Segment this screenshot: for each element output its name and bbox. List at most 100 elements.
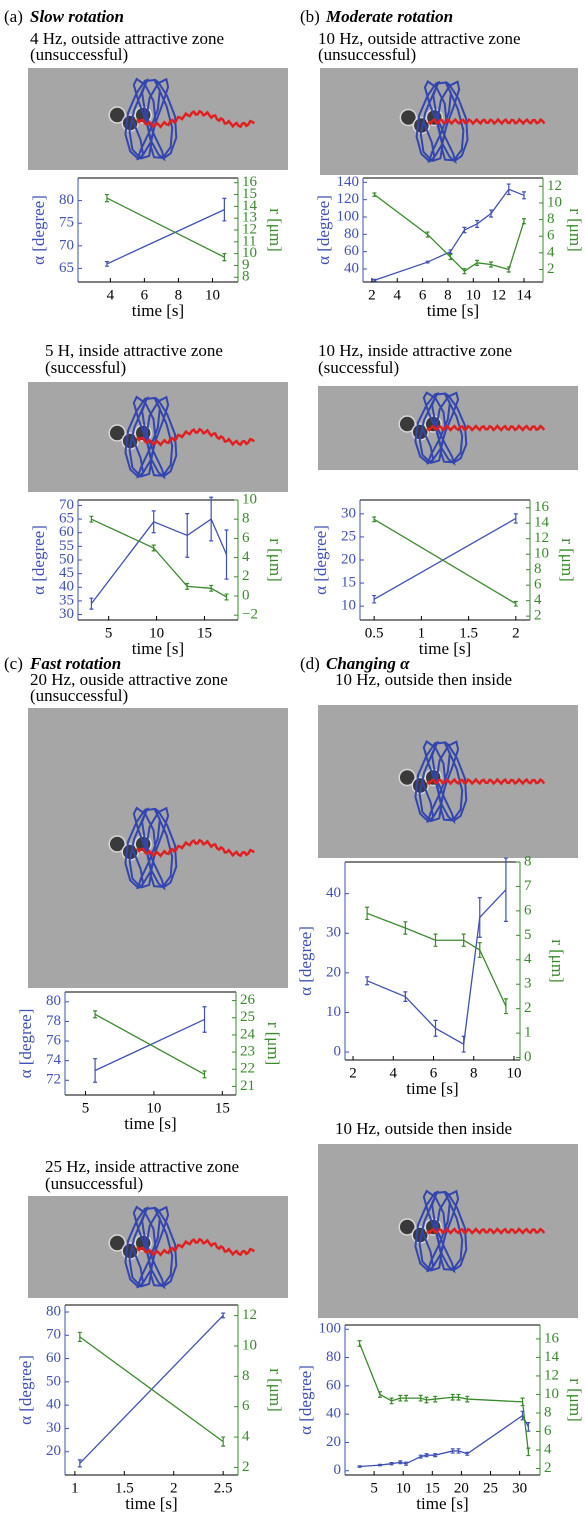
y-axis-label: α [degree] [29,195,48,265]
y2-tick-label: 14 [534,515,550,531]
y2-tick-label: 8 [524,853,532,869]
y2-tick-label: 13 [242,210,257,226]
error-bar [456,1393,461,1401]
error-bar [89,515,94,523]
x-tick-label: 12 [491,287,506,303]
error-bar [477,942,482,958]
y2-tick-label: 8 [544,1404,552,1420]
y2-tick-label: 1 [524,1025,532,1041]
y-tick-label: 40 [344,260,359,276]
error-bar [224,529,229,580]
chart-subtitle: (unsuccessful) [318,45,416,64]
error-bar [403,921,408,935]
y-tick-label: 20 [326,1434,341,1450]
x-tick-label: 8 [175,287,183,303]
chart-subtitle: (successful) [45,358,126,377]
chart-title: 25 Hz, inside attractive zone [45,1157,239,1176]
section-title: Changing α [326,654,410,673]
error-bar [104,193,109,203]
y2-tick-label: 5 [524,927,532,943]
y-axis-label: α [degree] [16,1009,35,1079]
y-tick-label: 72 [46,1072,61,1088]
y-tick-label: 100 [337,208,360,224]
error-bar [389,1397,394,1405]
y2-tick-label: 2 [242,568,250,584]
series-line [373,518,517,605]
x-axis-label: time [s] [132,639,184,658]
chart-title: 20 Hz, ouside attractive zone [30,670,228,689]
y-tick-label: 80 [46,1303,61,1319]
y-axis-label: α [degree] [296,1365,315,1435]
y-tick-label: 100 [319,1321,342,1337]
y-tick-label: 50 [46,1373,61,1389]
trajectory-translation [427,117,546,126]
section-label: (a) [4,7,23,26]
x-tick-label: 6 [430,1065,438,1081]
y-tick-label: 60 [326,1377,341,1393]
y2-axis-label: r [μm] [266,208,285,252]
error-bar [503,857,508,922]
y2-axis-label: r [μm] [264,1022,283,1066]
y-tick-label: 78 [46,1013,61,1029]
chart-subtitle: (unsuccessful) [45,1174,143,1193]
error-bar [475,259,480,266]
y-tick-label: 60 [59,524,74,540]
error-bar [89,597,94,610]
error-bar [93,1010,98,1019]
y2-tick-label: 0 [524,1049,532,1065]
x-tick-label: 4 [107,287,115,303]
trajectory-rotation [124,806,178,891]
section-label: (b) [300,7,320,26]
chart-title: 10 Hz, inside attractive zone [318,341,512,360]
chart-title: 10 Hz, outside attractive zone [318,29,521,48]
y2-tick-label: 2 [242,1459,250,1475]
error-bar [224,593,229,601]
y-axis-label: α [degree] [296,926,315,996]
particle [398,768,416,787]
error-bar [526,1422,531,1432]
particle [398,1218,416,1236]
error-bar [448,249,453,254]
y2-tick-label: 21 [240,1078,255,1094]
y2-tick-label: 4 [544,1441,552,1457]
y-axis-label: α [degree] [314,195,333,265]
trajectory-translation [136,109,256,129]
x-tick-label: 15 [197,625,212,641]
x-axis-label: time [s] [406,1079,458,1098]
x-tick-label: 0.5 [365,625,384,641]
error-bar [104,261,109,267]
error-bar [398,1394,403,1402]
error-bar [372,594,377,604]
x-tick-label: 6 [141,287,149,303]
error-bar [521,191,526,200]
y-tick-label: 0 [334,1044,342,1060]
x-tick-label: 1.5 [459,625,478,641]
error-bar [389,1461,394,1466]
x-tick-label: 5 [370,1480,378,1496]
x-tick-label: 8 [470,1065,478,1081]
error-bar [433,1395,438,1403]
chart-title: 10 Hz, outside then inside [335,1119,512,1138]
x-tick-label: 1.5 [115,1480,134,1496]
error-bar [365,906,370,921]
y2-tick-label: 25 [240,1009,255,1025]
error-bar [489,209,494,218]
particle [399,108,418,127]
y2-tick-label: 8 [242,511,250,527]
x-tick-label: 10 [149,625,164,641]
error-bar [450,1393,455,1401]
y2-tick-label: 15 [242,186,257,202]
section-title: Slow rotation [30,7,124,26]
y2-tick-label: 2 [547,261,555,277]
error-bar [404,1394,409,1402]
trajectory-translation [426,424,546,432]
error-bar [448,253,453,261]
error-bar [475,219,480,228]
x-tick-label: 5 [105,625,113,641]
y-tick-label: 30 [326,925,341,941]
error-bar [503,998,508,1015]
y-tick-label: 80 [59,192,74,208]
y2-tick-label: 10 [242,1337,257,1353]
y2-axis-label: r [μm] [558,538,577,582]
series-line [359,1414,529,1468]
